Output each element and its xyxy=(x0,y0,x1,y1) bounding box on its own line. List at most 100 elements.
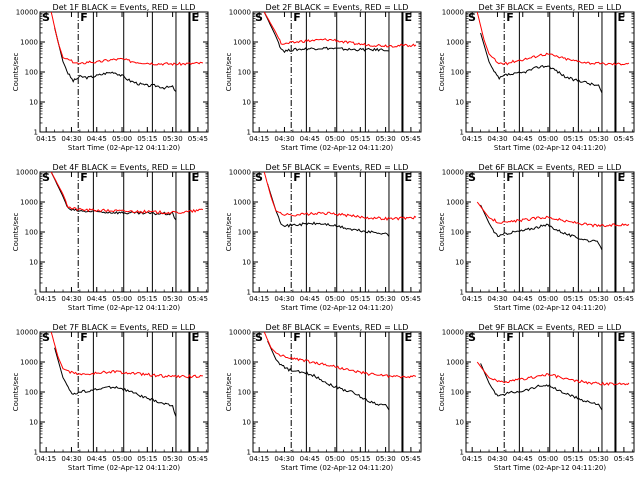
x-tick-label: 05:15 xyxy=(137,135,157,143)
x-tick-label: 05:15 xyxy=(350,295,370,303)
x-tick-label: 05:15 xyxy=(563,295,583,303)
x-tick-label: 05:00 xyxy=(325,135,345,143)
x-tick-label: 04:15 xyxy=(36,135,56,143)
x-tick-label: 05:15 xyxy=(137,455,157,463)
y-tick-label: 10 xyxy=(29,99,38,107)
x-tick-label: 05:00 xyxy=(112,295,132,303)
y-tick-label: 1 xyxy=(460,129,464,137)
x-tick-label: 04:45 xyxy=(300,135,320,143)
lld-series-line xyxy=(50,171,204,215)
y-tick-label: 10 xyxy=(29,419,38,427)
plot-panel-4: Det 4F BLACK = Events, RED = LLD 1 10 100 10… xyxy=(12,163,209,312)
lld-series-line xyxy=(50,11,204,67)
events-series-line xyxy=(267,340,390,411)
x-tick-label: 04:45 xyxy=(300,455,320,463)
marker-s: S xyxy=(255,331,263,344)
plot-title: Det 5F BLACK = Events, RED = LLD xyxy=(266,163,409,172)
x-tick-label: 05:00 xyxy=(325,455,345,463)
x-tick-label: 05:00 xyxy=(538,455,558,463)
x-tick-label: 05:00 xyxy=(538,295,558,303)
marker-s: S xyxy=(468,11,476,24)
plot-title: Det 1F BLACK = Events, RED = LLD xyxy=(53,3,196,12)
x-tick-label: 05:45 xyxy=(188,295,208,303)
y-tick-label: 10000 xyxy=(229,9,251,17)
x-axis-label: Start Time (02-Apr-12 04:11:20) xyxy=(494,144,606,152)
y-tick-label: 1 xyxy=(247,129,251,137)
x-tick-label: 05:00 xyxy=(538,135,558,143)
y-axis-label: Counts/sec xyxy=(225,213,233,252)
marker-f: F xyxy=(293,331,301,344)
y-tick-label: 100 xyxy=(238,389,251,397)
x-tick-label: 04:15 xyxy=(249,295,269,303)
x-tick-label: 05:45 xyxy=(614,135,634,143)
y-tick-label: 1 xyxy=(460,289,464,297)
y-tick-label: 100 xyxy=(25,229,38,237)
y-tick-label: 10 xyxy=(455,259,464,267)
x-tick-label: 05:45 xyxy=(614,455,634,463)
x-tick-label: 04:15 xyxy=(36,455,56,463)
y-tick-label: 10000 xyxy=(16,9,38,17)
y-tick-label: 1000 xyxy=(446,199,464,207)
x-tick-label: 04:30 xyxy=(61,135,81,143)
x-axis-label: Start Time (02-Apr-12 04:11:20) xyxy=(494,464,606,472)
lld-series-line xyxy=(476,201,630,228)
x-tick-label: 05:30 xyxy=(376,135,396,143)
events-series-line xyxy=(54,27,177,93)
x-tick-label: 05:45 xyxy=(188,135,208,143)
marker-s: S xyxy=(468,331,476,344)
x-tick-label: 04:30 xyxy=(274,455,294,463)
y-axis-label: Counts/sec xyxy=(12,213,20,252)
marker-e: E xyxy=(617,11,625,24)
x-tick-label: 05:45 xyxy=(401,135,421,143)
x-axis-label: Start Time (02-Apr-12 04:11:20) xyxy=(281,144,393,152)
plot-title: Det 6F BLACK = Events, RED = LLD xyxy=(479,163,622,172)
x-tick-label: 05:30 xyxy=(163,135,183,143)
y-tick-label: 1 xyxy=(34,449,38,457)
events-series-line xyxy=(263,11,390,54)
y-tick-label: 100 xyxy=(451,229,464,237)
events-series-line xyxy=(480,363,603,411)
x-tick-label: 04:15 xyxy=(249,455,269,463)
x-tick-label: 04:30 xyxy=(487,295,507,303)
x-tick-label: 05:15 xyxy=(350,455,370,463)
marker-e: E xyxy=(404,11,412,24)
plot-panel-7: Det 7F BLACK = Events, RED = LLD 1 10 100 10… xyxy=(12,323,209,472)
x-tick-label: 04:45 xyxy=(513,455,533,463)
lld-series-line xyxy=(263,331,417,379)
y-tick-label: 10 xyxy=(242,99,251,107)
events-series-line xyxy=(480,32,603,94)
events-series-line xyxy=(267,183,390,237)
y-tick-label: 10 xyxy=(242,419,251,427)
x-tick-label: 05:00 xyxy=(112,135,132,143)
events-series-line xyxy=(50,171,177,221)
y-tick-label: 10000 xyxy=(442,169,464,177)
events-series-line xyxy=(54,347,177,417)
marker-f: F xyxy=(80,171,88,184)
lld-series-line xyxy=(263,171,417,221)
x-tick-label: 04:45 xyxy=(300,295,320,303)
y-tick-label: 10 xyxy=(29,259,38,267)
y-axis-label: Counts/sec xyxy=(12,373,20,412)
marker-s: S xyxy=(255,11,263,24)
marker-e: E xyxy=(617,171,625,184)
y-tick-label: 1 xyxy=(247,449,251,457)
y-tick-label: 1000 xyxy=(233,199,251,207)
marker-e: E xyxy=(191,171,199,184)
lld-series-line xyxy=(50,331,203,379)
y-axis-label: Counts/sec xyxy=(225,373,233,412)
x-tick-label: 04:15 xyxy=(462,295,482,303)
plot-title: Det 7F BLACK = Events, RED = LLD xyxy=(53,323,196,332)
plot-panel-3: Det 3F BLACK = Events, RED = LLD 1 10 100 10… xyxy=(438,3,635,152)
y-tick-label: 1000 xyxy=(20,199,38,207)
y-tick-label: 10 xyxy=(455,99,464,107)
x-tick-label: 05:15 xyxy=(137,295,157,303)
x-tick-label: 05:00 xyxy=(325,295,345,303)
plot-title: Det 9F BLACK = Events, RED = LLD xyxy=(479,323,622,332)
marker-f: F xyxy=(506,11,514,24)
x-tick-label: 05:30 xyxy=(589,455,609,463)
y-tick-label: 1000 xyxy=(20,359,38,367)
x-tick-label: 04:45 xyxy=(87,295,107,303)
x-tick-label: 05:45 xyxy=(401,295,421,303)
marker-e: E xyxy=(191,11,199,24)
